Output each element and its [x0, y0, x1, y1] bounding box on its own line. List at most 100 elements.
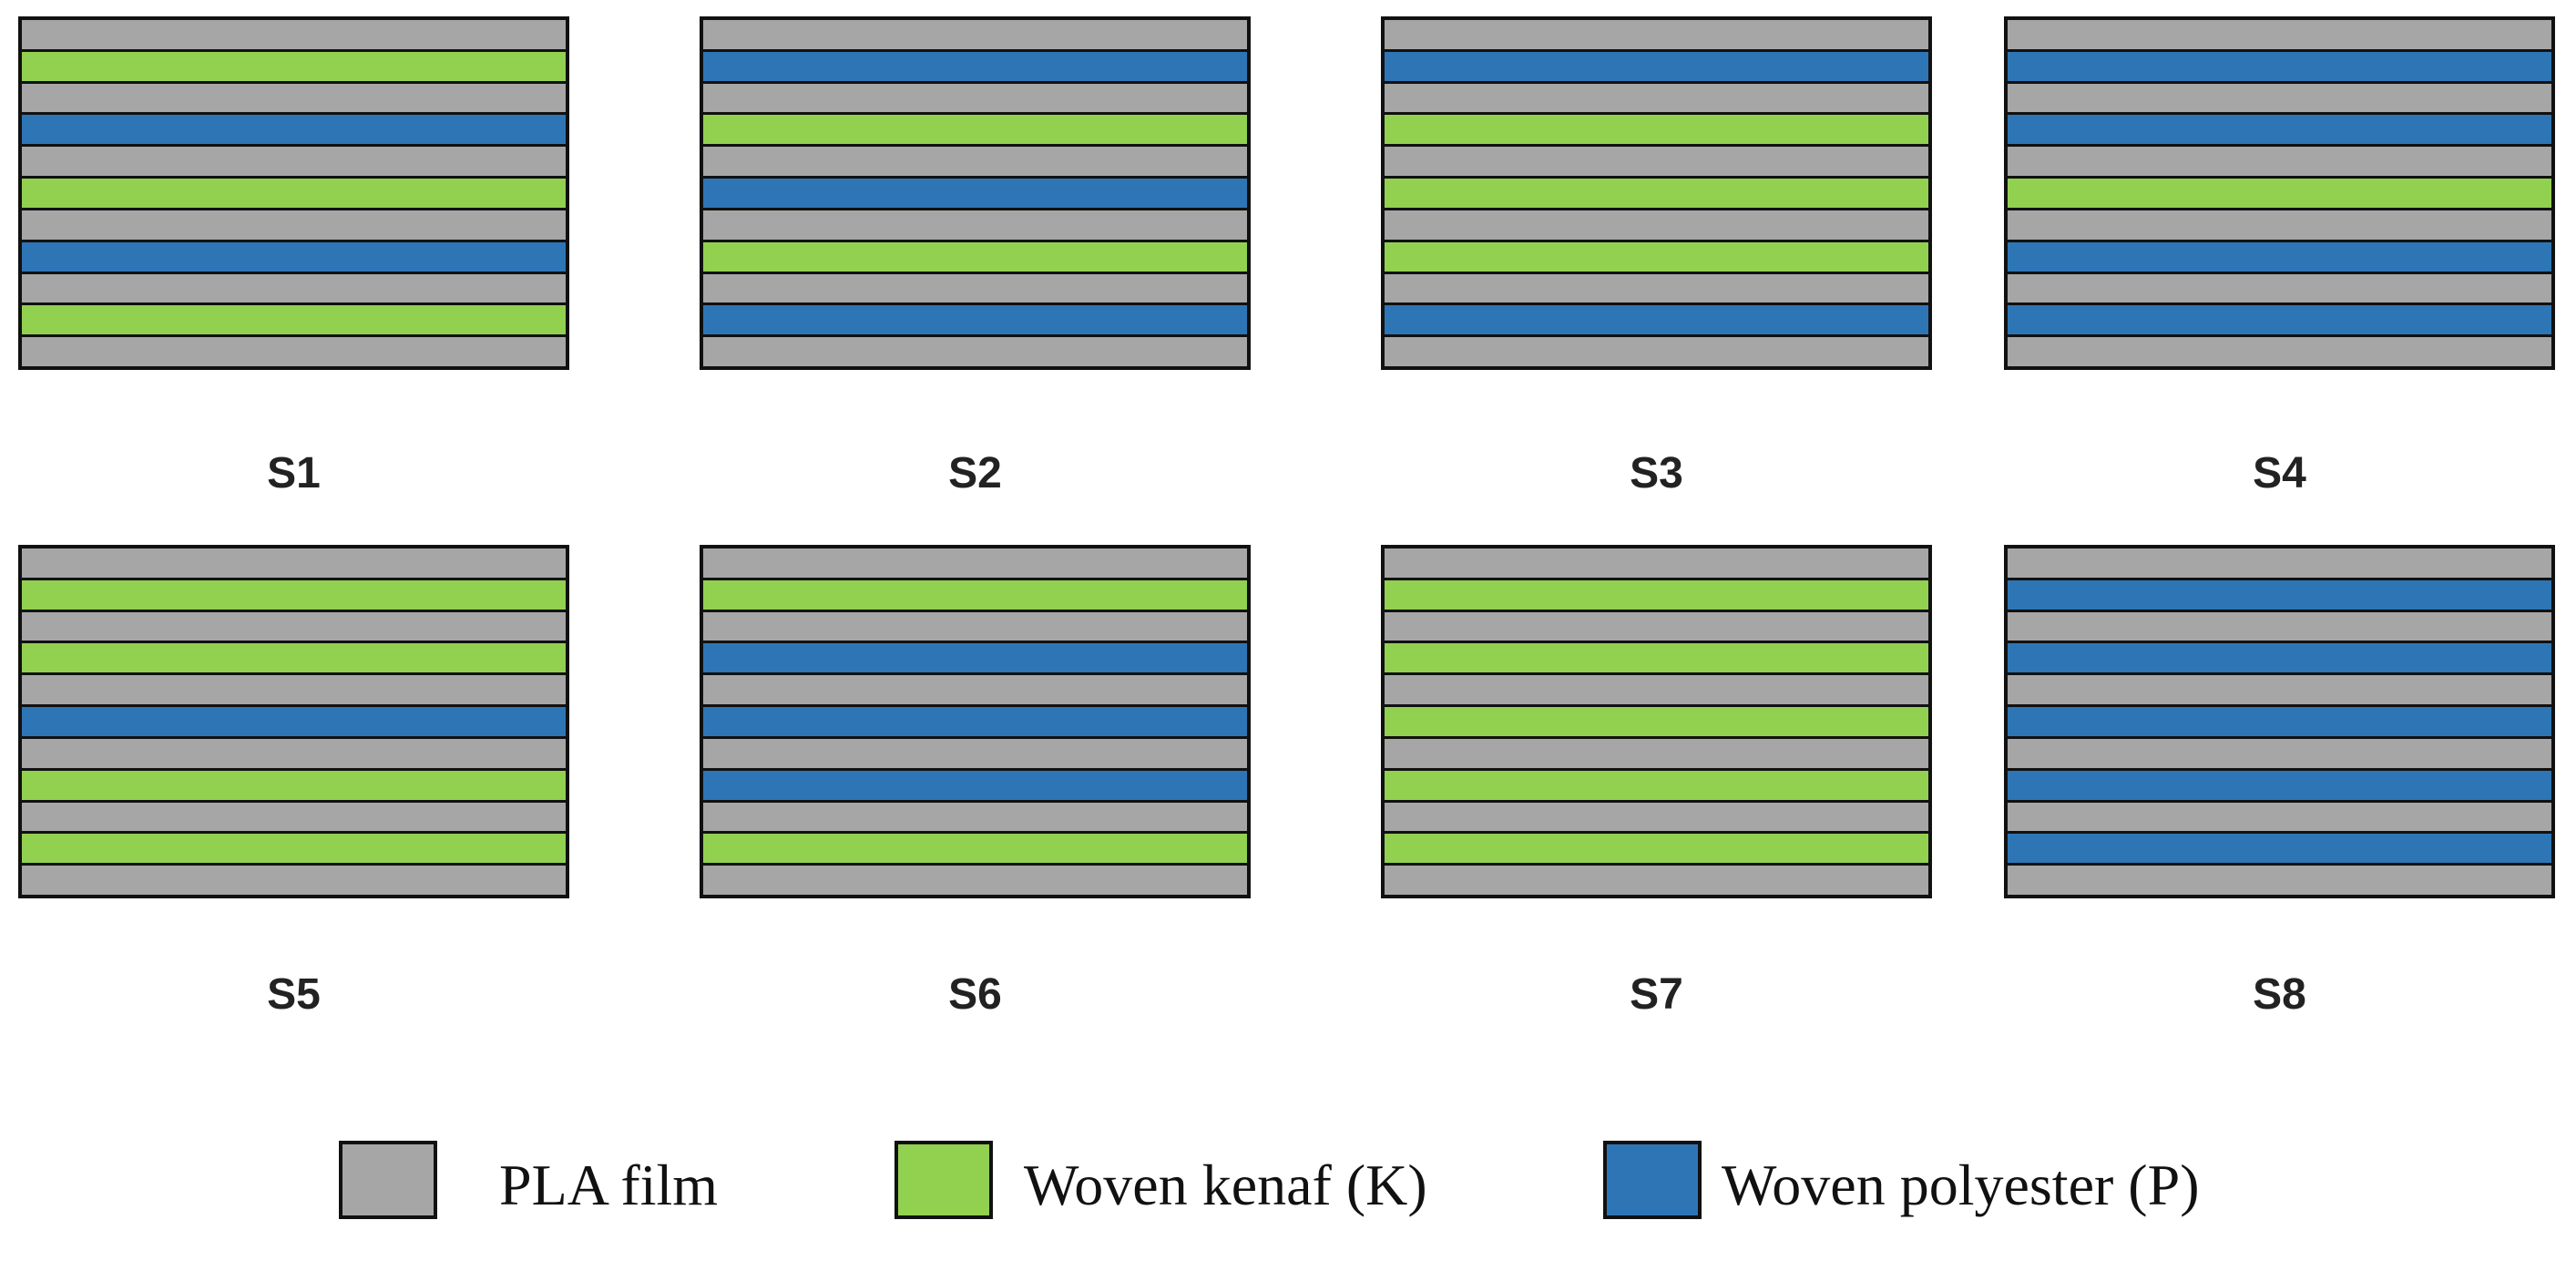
- pla-film-layer: [2008, 799, 2551, 832]
- woven-kenaf-layer: [1385, 767, 1928, 800]
- woven-polyester-layer: [703, 767, 1247, 800]
- legend-label-woven-polyester: Woven polyester (P): [1722, 1153, 2200, 1217]
- pla-film-layer: [703, 548, 1247, 578]
- pla-film-layer: [22, 863, 566, 895]
- pla-film-layer: [703, 80, 1247, 113]
- pla-film-layer: [2008, 80, 2551, 113]
- pla-film-layer: [2008, 207, 2551, 240]
- pla-film-layer: [703, 735, 1247, 768]
- pla-film-layer: [703, 20, 1247, 49]
- woven-polyester-layer: [22, 704, 566, 736]
- sample-label: S5: [267, 970, 321, 1019]
- pla-film-layer: [2008, 20, 2551, 49]
- woven-kenaf-layer: [1385, 704, 1928, 736]
- pla-film-layer: [1385, 334, 1928, 366]
- woven-kenaf-layer: [1385, 577, 1928, 610]
- woven-kenaf-layer: [1385, 831, 1928, 864]
- woven-kenaf-layer: [22, 577, 566, 610]
- woven-kenaf-layer: [703, 239, 1247, 272]
- woven-kenaf-layer: [1385, 641, 1928, 673]
- woven-polyester-layer: [703, 704, 1247, 736]
- pla-film-layer: [22, 609, 566, 641]
- woven-polyester-layer: [2008, 704, 2551, 736]
- woven-kenaf-layer: [703, 577, 1247, 610]
- woven-kenaf-layer: [22, 641, 566, 673]
- woven-polyester-layer: [703, 641, 1247, 673]
- sample-stack-s6: [700, 545, 1251, 898]
- pla-film-layer: [22, 672, 566, 705]
- woven-kenaf-layer: [22, 831, 566, 864]
- woven-polyester-layer: [2008, 641, 2551, 673]
- pla-film-layer: [703, 672, 1247, 705]
- woven-polyester-layer: [1385, 302, 1928, 335]
- woven-polyester-layer: [703, 302, 1247, 335]
- woven-polyester-layer: [2008, 48, 2551, 81]
- sample-label: S4: [2253, 449, 2306, 497]
- pla-film-layer: [2008, 609, 2551, 641]
- pla-film-layer: [1385, 207, 1928, 240]
- pla-film-layer: [22, 799, 566, 832]
- sample-label: S7: [1630, 970, 1683, 1019]
- pla-film-layer: [2008, 271, 2551, 303]
- sample-stack-s5: [18, 545, 569, 898]
- pla-film-layer: [22, 735, 566, 768]
- woven-kenaf-layer: [22, 48, 566, 81]
- pla-film-layer: [1385, 80, 1928, 113]
- sample-stack-s3: [1381, 16, 1932, 370]
- pla-film-layer: [703, 863, 1247, 895]
- woven-kenaf-layer: [22, 302, 566, 335]
- pla-film-layer: [2008, 672, 2551, 705]
- sample-label: S3: [1630, 449, 1683, 497]
- sample-stack-s1: [18, 16, 569, 370]
- legend: PLA film Woven kenaf (K) Woven polyester…: [0, 1141, 2576, 1232]
- woven-polyester-layer: [2008, 112, 2551, 145]
- pla-film-layer: [22, 271, 566, 303]
- pla-film-layer: [703, 334, 1247, 366]
- woven-polyester-layer: [2008, 577, 2551, 610]
- pla-film-layer: [1385, 20, 1928, 49]
- sample-label: S1: [267, 449, 321, 497]
- woven-kenaf-layer: [22, 767, 566, 800]
- pla-film-layer: [1385, 735, 1928, 768]
- pla-film-layer: [22, 20, 566, 49]
- woven-polyester-layer: [2008, 239, 2551, 272]
- pla-film-layer: [1385, 863, 1928, 895]
- sample-label: S6: [948, 970, 1002, 1019]
- woven-polyester-layer: [703, 48, 1247, 81]
- woven-polyester-layer: [2008, 831, 2551, 864]
- pla-film-layer: [22, 144, 566, 177]
- pla-film-layer: [703, 207, 1247, 240]
- sample-stack-s4: [2004, 16, 2555, 370]
- pla-film-layer: [703, 799, 1247, 832]
- woven-polyester-layer: [22, 239, 566, 272]
- pla-film-layer: [22, 548, 566, 578]
- woven-kenaf-layer: [1385, 176, 1928, 208]
- pla-film-layer: [1385, 144, 1928, 177]
- pla-film-layer: [2008, 334, 2551, 366]
- sample-stack-s7: [1381, 545, 1932, 898]
- woven-kenaf-layer: [22, 176, 566, 208]
- pla-film-layer: [1385, 799, 1928, 832]
- woven-polyester-layer: [22, 112, 566, 145]
- pla-film-layer: [703, 144, 1247, 177]
- woven-polyester-layer: [2008, 767, 2551, 800]
- pla-film-layer: [2008, 548, 2551, 578]
- woven-polyester-layer: [703, 176, 1247, 208]
- pla-film-layer: [1385, 672, 1928, 705]
- sample-label: S8: [2253, 970, 2306, 1019]
- pla-film-layer: [1385, 271, 1928, 303]
- woven-polyester-layer: [2008, 302, 2551, 335]
- pla-film-layer: [22, 80, 566, 113]
- legend-label-woven-kenaf: Woven kenaf (K): [1024, 1153, 1427, 1217]
- legend-swatch-woven-polyester: [1603, 1141, 1702, 1219]
- pla-film-layer: [22, 334, 566, 366]
- pla-film-layer: [22, 207, 566, 240]
- sample-stack-s8: [2004, 545, 2555, 898]
- woven-kenaf-layer: [1385, 112, 1928, 145]
- woven-kenaf-layer: [703, 112, 1247, 145]
- woven-kenaf-layer: [703, 831, 1247, 864]
- pla-film-layer: [703, 271, 1247, 303]
- pla-film-layer: [1385, 548, 1928, 578]
- woven-kenaf-layer: [1385, 239, 1928, 272]
